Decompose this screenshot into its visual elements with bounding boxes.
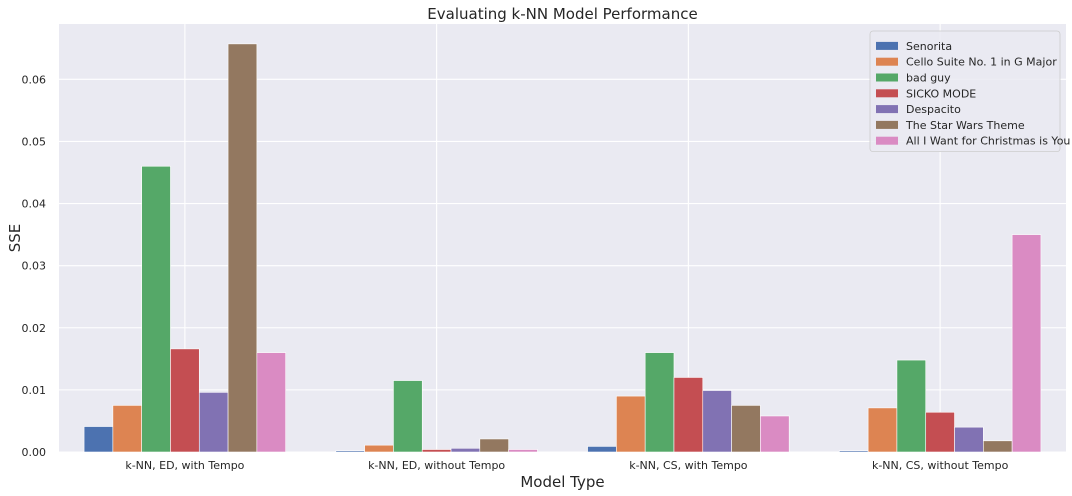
bar [479, 438, 509, 453]
legend-swatch [876, 105, 898, 114]
y-tick-label: 0.00 [22, 446, 47, 459]
x-axis-ticks: k-NN, ED, with Tempo k-NN, ED, without Te… [125, 459, 1008, 472]
bar [83, 426, 114, 453]
legend-frame [869, 30, 1061, 152]
legend-swatch [876, 41, 898, 50]
y-axis-title: SSE [6, 224, 24, 253]
bar [673, 377, 704, 453]
legend-label: SICKO MODE [906, 87, 976, 100]
bar [393, 380, 423, 453]
bar [983, 440, 1013, 453]
legend-label: All I Want for Christmas is You [906, 135, 1070, 148]
bar [198, 392, 229, 453]
bar [450, 447, 481, 453]
bar [587, 446, 617, 453]
y-tick-label: 0.02 [22, 322, 47, 335]
legend: Senorita Cello Suite No. 1 in G Major bad … [869, 30, 1070, 152]
y-tick-label: 0.01 [22, 384, 47, 397]
y-tick-label: 0.04 [22, 198, 47, 211]
bar [839, 450, 869, 453]
legend-swatch [876, 89, 898, 98]
bars [83, 43, 1042, 453]
y-tick-label: 0.05 [22, 135, 47, 148]
legend-label: Despacito [906, 103, 961, 116]
bar [508, 449, 538, 453]
legend-label: The Star Wars Theme [905, 119, 1025, 132]
bar [1011, 234, 1042, 453]
x-tick-label: k-NN, ED, without Tempo [368, 459, 505, 472]
legend-swatch [876, 57, 898, 66]
x-tick-label: k-NN, ED, with Tempo [125, 459, 244, 472]
x-tick-label: k-NN, CS, with Tempo [629, 459, 748, 472]
y-tick-label: 0.03 [22, 260, 47, 273]
bar [112, 405, 142, 453]
bar [760, 415, 790, 453]
bar [421, 449, 452, 453]
bar [170, 348, 200, 453]
legend-swatch [876, 73, 898, 82]
bar [954, 426, 984, 453]
bar [364, 444, 394, 453]
legend-label: bad guy [906, 72, 951, 85]
bar [925, 411, 955, 453]
legend-label: Senorita [906, 40, 952, 53]
bar [141, 165, 171, 453]
chart-title: Evaluating k-NN Model Performance [427, 5, 697, 23]
x-tick-label: k-NN, CS, without Tempo [872, 459, 1009, 472]
bar [335, 450, 365, 453]
bar [644, 352, 675, 453]
bar [896, 359, 927, 453]
bar [227, 43, 258, 453]
bar [867, 407, 898, 453]
bar [256, 352, 286, 453]
legend-label: Cello Suite No. 1 in G Major [906, 56, 1057, 69]
bar [616, 395, 646, 453]
bar [702, 390, 732, 453]
legend-swatch [876, 136, 898, 145]
legend-swatch [876, 120, 898, 129]
bar [731, 405, 761, 453]
y-axis-ticks: 0.00 0.01 0.02 0.03 0.04 0.05 0.06 [22, 73, 47, 459]
y-tick-label: 0.06 [22, 73, 47, 86]
x-axis-title: Model Type [520, 473, 604, 491]
